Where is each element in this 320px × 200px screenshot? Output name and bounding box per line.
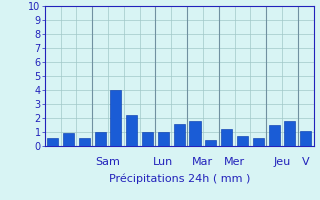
Bar: [174, 124, 185, 146]
Bar: [95, 132, 106, 146]
Text: Lun: Lun: [153, 157, 173, 167]
Text: Mar: Mar: [192, 157, 213, 167]
Text: Jeu: Jeu: [273, 157, 291, 167]
Text: Mer: Mer: [224, 157, 245, 167]
Bar: [221, 129, 232, 146]
Bar: [205, 140, 216, 146]
Bar: [79, 138, 90, 146]
Bar: [63, 133, 74, 146]
Bar: [300, 131, 311, 146]
Bar: [158, 132, 169, 146]
Text: Sam: Sam: [96, 157, 121, 167]
Bar: [126, 115, 137, 146]
Bar: [253, 138, 264, 146]
Text: V: V: [302, 157, 309, 167]
Bar: [110, 90, 122, 146]
Bar: [237, 136, 248, 146]
Bar: [142, 132, 153, 146]
Bar: [47, 138, 58, 146]
Text: Précipitations 24h ( mm ): Précipitations 24h ( mm ): [108, 174, 250, 184]
Bar: [268, 125, 280, 146]
Bar: [189, 121, 201, 146]
Bar: [284, 121, 295, 146]
